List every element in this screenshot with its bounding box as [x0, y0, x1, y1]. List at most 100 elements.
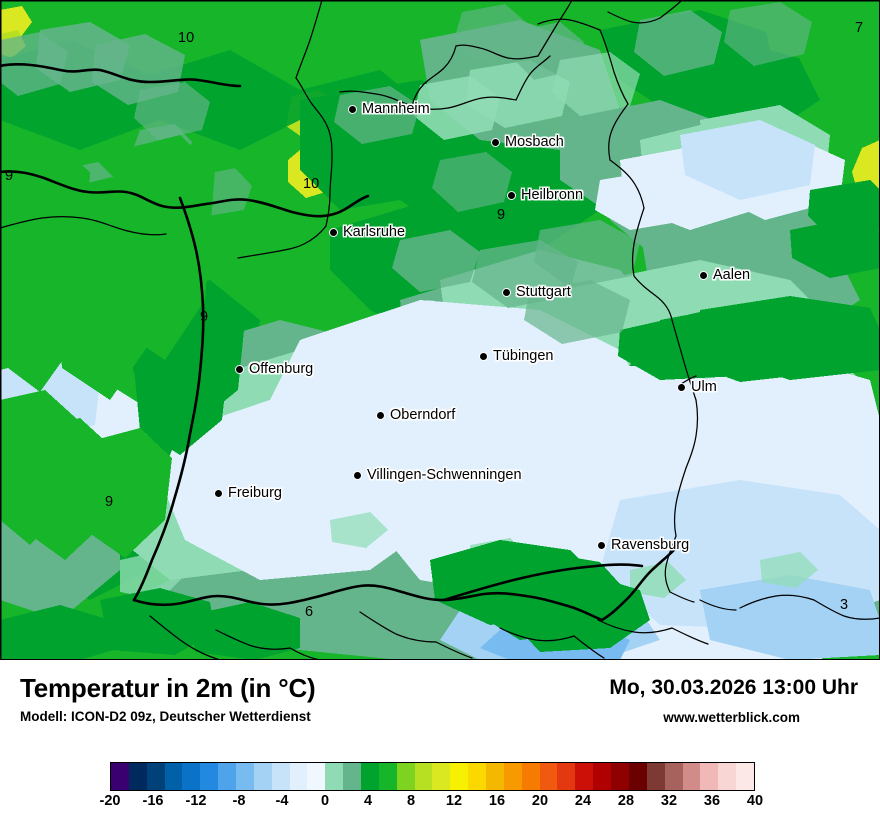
city-marker[interactable]: Stuttgart — [502, 284, 571, 300]
city-marker[interactable]: Offenburg — [235, 361, 313, 377]
city-dot-icon — [677, 382, 686, 392]
colorbar-swatch — [128, 763, 147, 790]
valid-timestamp: Mo, 30.03.2026 13:00 Uhr — [609, 676, 858, 699]
colorbar-swatch — [164, 763, 183, 790]
city-dot-icon — [507, 190, 516, 200]
city-marker[interactable]: Ulm — [677, 379, 717, 395]
city-label: Heilbronn — [521, 187, 584, 203]
colorbar-swatch — [539, 763, 558, 790]
city-marker[interactable]: Mannheim — [348, 101, 430, 117]
city-label: Ulm — [691, 379, 717, 395]
colorbar-swatch — [236, 763, 254, 790]
colorbar-swatch — [111, 763, 129, 790]
colorbar-tick: -20 — [99, 793, 121, 809]
city-label: Karlsruhe — [343, 224, 406, 240]
city-marker[interactable]: Oberndorf — [376, 407, 455, 423]
colorbar-swatch — [611, 763, 629, 790]
colorbar-swatch — [361, 763, 379, 790]
contour-label: 9 — [200, 309, 209, 325]
colorbar-tick: 20 — [531, 793, 549, 809]
colorbar-tick: 0 — [320, 793, 330, 809]
colorbar-swatch — [253, 763, 272, 790]
city-label: Freiburg — [228, 485, 282, 501]
city-label: Mannheim — [362, 101, 430, 117]
city-marker[interactable]: Freiburg — [214, 485, 282, 501]
colorbar-tick: -12 — [185, 793, 207, 809]
colorbar-swatch — [343, 763, 362, 790]
city-dot-icon — [491, 137, 500, 147]
colorbar-swatch — [664, 763, 683, 790]
city-dot-icon — [214, 488, 223, 498]
colorbar-swatch — [682, 763, 701, 790]
contour-label: 9 — [5, 168, 14, 184]
colorbar-swatch — [503, 763, 522, 790]
city-dot-icon — [353, 470, 362, 480]
colorbar-tick: 8 — [406, 793, 416, 809]
city-label: Offenburg — [249, 361, 314, 377]
city-marker[interactable]: Mosbach — [491, 134, 564, 150]
colorbar-swatch — [200, 763, 219, 790]
colorbar-tick: -16 — [142, 793, 164, 809]
city-marker[interactable]: Aalen — [699, 267, 750, 283]
city-label: Oberndorf — [390, 407, 456, 423]
temperature-field-svg — [0, 0, 880, 660]
colorbar-swatch — [289, 763, 308, 790]
contour-label: 7 — [855, 20, 864, 36]
city-label: Tübingen — [493, 348, 554, 364]
page-title: Temperatur in 2m (in °C) — [20, 673, 316, 703]
contour-label: 10 — [178, 30, 195, 46]
colorbar-tick: 24 — [574, 793, 592, 809]
city-marker[interactable]: Tübingen — [479, 348, 553, 364]
colorbar-swatch — [325, 763, 344, 790]
colorbar-swatches — [110, 762, 755, 791]
colorbar-tick: 36 — [703, 793, 721, 809]
city-dot-icon — [235, 364, 244, 374]
colorbar-swatch — [486, 763, 504, 790]
city-label: Aalen — [713, 267, 751, 283]
colorbar-tick: 4 — [363, 793, 373, 809]
city-label: Stuttgart — [516, 284, 571, 300]
contour-label: 6 — [305, 604, 314, 620]
website-credit: www.wetterblick.com — [663, 710, 800, 725]
colorbar-swatch — [593, 763, 612, 790]
city-label: Villingen-Schwenningen — [367, 467, 522, 483]
colorbar-tick: 32 — [660, 793, 678, 809]
colorbar-tick: 40 — [746, 793, 764, 809]
colorbar-tick: 28 — [617, 793, 635, 809]
city-marker[interactable]: Heilbronn — [507, 187, 583, 203]
temperature-colorbar: -20 -16 -12 -8 -4 0 4 8 12 16 20 24 28 32 36 40 — [100, 762, 770, 815]
colorbar-tick: -8 — [232, 793, 246, 809]
city-dot-icon — [597, 540, 606, 550]
colorbar-swatch — [378, 763, 397, 790]
colorbar-swatch — [575, 763, 594, 790]
colorbar-swatch — [521, 763, 540, 790]
colorbar-swatch — [218, 763, 237, 790]
colorbar-swatch — [182, 763, 201, 790]
city-dot-icon — [348, 104, 357, 114]
colorbar-swatch — [468, 763, 487, 790]
contour-label: 3 — [840, 597, 849, 613]
city-dot-icon — [479, 351, 488, 361]
contour-label: 9 — [497, 207, 506, 223]
colorbar-swatch — [271, 763, 290, 790]
city-dot-icon — [329, 227, 338, 237]
city-marker[interactable]: Ravensburg — [597, 537, 689, 553]
colorbar-tick: 12 — [445, 793, 463, 809]
contour-label: 10 — [303, 176, 320, 192]
colorbar-swatch — [736, 763, 754, 790]
map-footer: Temperatur in 2m (in °C) Modell: ICON-D2… — [0, 660, 880, 830]
city-label: Mosbach — [505, 134, 564, 150]
colorbar-swatch — [557, 763, 576, 790]
colorbar-swatch — [396, 763, 415, 790]
colorbar-swatch — [414, 763, 433, 790]
city-dot-icon — [502, 287, 511, 297]
city-marker[interactable]: Villingen-Schwenningen — [353, 467, 522, 483]
city-dot-icon — [376, 410, 385, 420]
city-dot-icon — [699, 270, 708, 280]
city-marker[interactable]: Karlsruhe — [329, 224, 405, 240]
temperature-map[interactable]: 10 7 9 10 9 9 9 6 3 Mannheim Mosbach Heilbronn Karl… — [0, 0, 880, 660]
colorbar-swatch — [628, 763, 647, 790]
colorbar-swatch — [307, 763, 326, 790]
colorbar-tick: 16 — [488, 793, 506, 809]
